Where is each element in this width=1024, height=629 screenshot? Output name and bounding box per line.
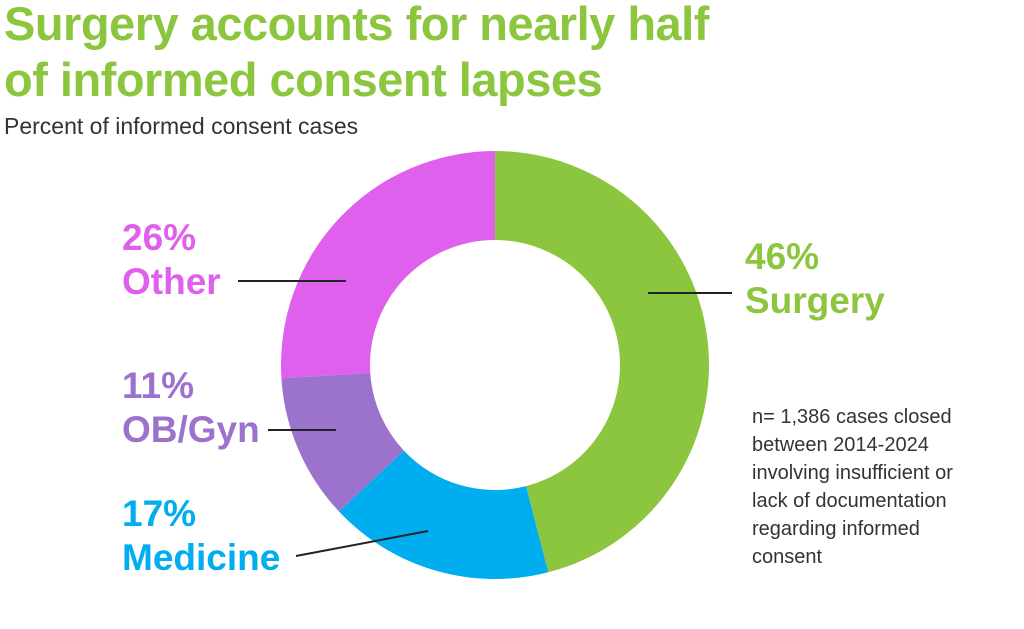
slice-label-medicine: 17% Medicine xyxy=(122,492,280,580)
donut-slice-ob-gyn xyxy=(281,372,404,512)
slice-percent: 26% xyxy=(122,217,197,258)
chart-title: Surgery accounts for nearly half of info… xyxy=(4,0,709,106)
slice-name: Surgery xyxy=(745,280,885,321)
slice-name: Medicine xyxy=(122,537,281,578)
donut-slices xyxy=(281,151,709,579)
slice-label-other: 26% Other xyxy=(122,216,221,304)
slice-name: OB/Gyn xyxy=(122,409,260,450)
donut-slice-surgery xyxy=(495,151,709,573)
slice-percent: 17% xyxy=(122,493,197,534)
slice-percent: 46% xyxy=(745,236,820,277)
slice-label-surgery: 46% Surgery xyxy=(745,235,885,323)
slice-name: Other xyxy=(122,261,221,302)
donut-slice-medicine xyxy=(339,450,549,579)
slice-percent: 11% xyxy=(122,365,195,406)
slice-label-obgyn: 11% OB/Gyn xyxy=(122,364,260,452)
chart-subtitle: Percent of informed consent cases xyxy=(4,113,359,139)
sample-size-note: n= 1,386 cases closed between 2014-2024 … xyxy=(752,406,953,568)
leader-lines xyxy=(238,280,732,557)
donut-slice-other xyxy=(281,151,495,379)
leader-line-medicine xyxy=(295,530,429,557)
